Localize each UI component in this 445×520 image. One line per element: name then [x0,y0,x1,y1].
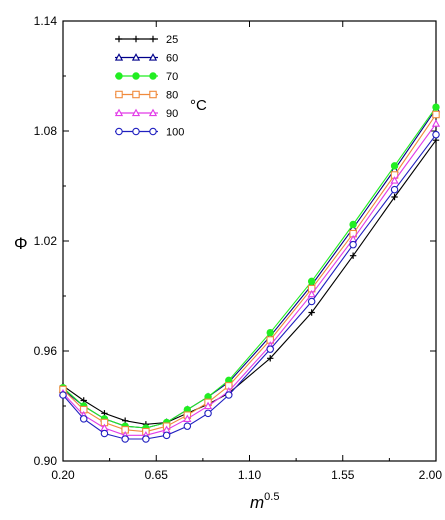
data-point [142,435,150,443]
y-tick-label: 0.90 [34,454,58,468]
legend-item-80: 80 [115,90,178,102]
data-point [349,240,357,249]
data-point [131,53,141,61]
data-point [391,193,398,201]
data-point [203,401,213,410]
data-point [148,53,158,61]
data-point [307,289,316,298]
legend-item-100: 100 [115,127,184,139]
data-point [132,72,140,80]
series-line [62,108,437,429]
y-tick-label: 1.02 [34,234,58,248]
data-point [132,35,140,43]
data-point [183,414,192,422]
data-point [121,435,129,443]
data-point [115,35,123,43]
data-point [307,277,316,286]
series-80 [59,110,440,436]
data-point [149,127,157,136]
data-point [308,309,315,316]
data-point [115,127,123,136]
series-layer [58,103,441,443]
data-point [162,431,171,440]
x-tick-label: 0.20 [51,468,75,482]
data-point [79,415,88,423]
data-point [225,391,233,399]
legend-label: 100 [166,127,184,139]
series-line [62,114,437,433]
data-point [183,422,192,430]
data-point [149,90,157,99]
y-tick-label: 1.08 [34,124,58,138]
data-point [114,108,124,117]
legend: 25 60 70 80 90 100 [114,34,184,139]
data-point [307,297,316,306]
x-axis-label: m0.5 [250,491,279,512]
x-tick-label: 1.10 [238,468,262,482]
series-line [62,134,437,440]
data-point [349,252,357,259]
series-line [62,123,437,436]
data-point [115,90,123,99]
x-axis-label-base: m [250,493,264,512]
legend-label: 70 [166,71,178,83]
data-point [349,220,357,229]
legend-label: 80 [166,90,178,102]
data-point [266,328,274,337]
x-axis-label-exponent: 0.5 [264,491,279,503]
data-point [131,108,141,117]
data-point [204,409,212,418]
legend-item-60: 60 [114,53,178,65]
data-point [432,130,440,139]
data-point [266,345,274,353]
data-point [431,119,441,127]
y-tick-label: 0.96 [34,344,58,358]
data-point [149,72,157,80]
data-point [115,72,123,80]
series-100 [59,130,440,443]
series-line [62,106,437,429]
legend-unit: °C [190,97,207,114]
legend-item-70: 70 [115,71,178,83]
series-line [62,139,437,425]
x-axis: 0.20 0.65 1.10 1.55 2.00 [51,21,442,482]
data-point [100,429,109,438]
y-axis-label: Φ [14,234,28,253]
series-90 [58,119,441,439]
data-point [390,162,399,170]
y-tick-label: 1.14 [34,14,58,28]
legend-item-90: 90 [114,108,178,120]
data-point [114,53,124,61]
legend-label: 25 [166,34,178,46]
data-point [390,176,399,184]
x-tick-label: 0.65 [145,468,169,482]
legend-item-25: 25 [115,34,178,46]
data-point [432,110,440,119]
data-point [267,355,274,362]
data-point [390,185,399,194]
legend-label: 90 [166,108,178,120]
series-25 [59,136,440,428]
series-70 [59,103,440,432]
data-point [59,391,67,399]
y-axis: 0.90 0.96 1.02 1.08 1.14 [34,14,436,468]
data-point [132,90,140,99]
data-point [148,108,158,117]
plot-frame [62,20,437,462]
data-point [132,127,140,136]
legend-label: 60 [166,53,178,65]
x-tick-label: 1.55 [331,468,355,482]
data-point [432,103,440,111]
series-60 [58,104,441,432]
x-tick-label: 2.00 [419,468,443,482]
data-point [149,35,157,43]
